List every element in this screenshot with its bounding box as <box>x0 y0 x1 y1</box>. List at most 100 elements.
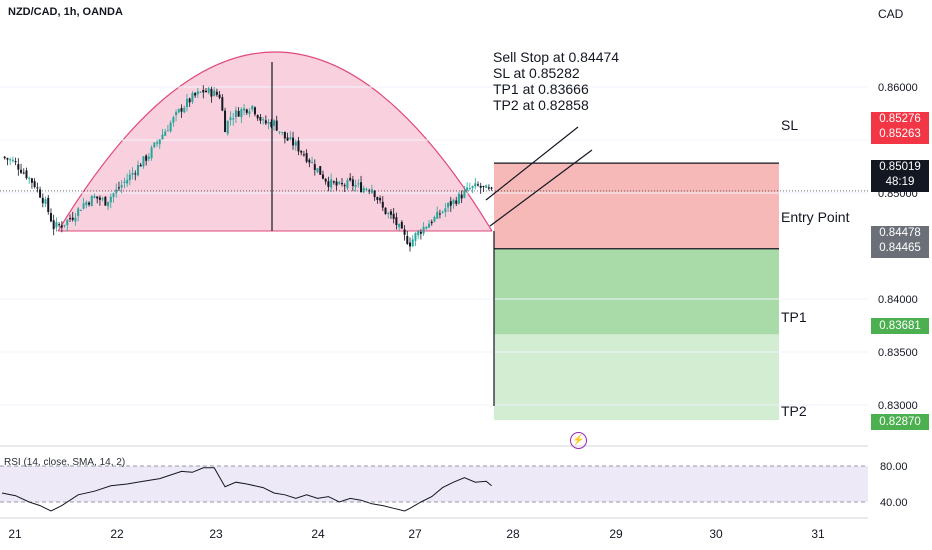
candle-body <box>60 225 63 228</box>
candle-body <box>156 142 159 144</box>
time-tick-label: 27 <box>408 527 422 541</box>
price-tick-label: 0.83500 <box>878 347 918 359</box>
candle-body <box>134 173 137 175</box>
candle-body <box>302 154 305 156</box>
candle-body <box>267 121 270 124</box>
sl-price-top: 0.85276 <box>879 113 921 125</box>
candle-body <box>409 242 411 247</box>
candle-body <box>379 198 382 201</box>
candle-body <box>218 94 221 98</box>
candle-body <box>324 178 327 182</box>
candle-body <box>381 201 384 208</box>
candle-body <box>14 161 17 163</box>
rounding-top-pattern <box>57 51 493 232</box>
candle-body <box>11 159 14 162</box>
candle-body <box>117 187 120 189</box>
candle-body <box>417 231 420 236</box>
candle-body <box>281 132 284 134</box>
candle-body <box>109 196 112 203</box>
candle-body <box>259 116 262 121</box>
candle-body <box>428 223 431 228</box>
tp1-label: TP1 <box>781 309 807 325</box>
tp2-label: TP2 <box>781 403 807 419</box>
entry-price-bottom: 0.84465 <box>879 242 921 254</box>
candle-body <box>485 185 488 188</box>
candle-body <box>104 196 107 206</box>
candle-body <box>3 156 6 159</box>
candle-body <box>289 137 292 140</box>
stop-loss-zone <box>494 163 779 249</box>
drawing-lines <box>271 62 779 406</box>
symbol-title[interactable]: NZD/CAD, 1h, OANDA <box>8 6 123 18</box>
time-tick-label: 22 <box>110 527 124 541</box>
candle-body <box>449 201 452 206</box>
candle-body <box>419 231 422 234</box>
candle-body <box>245 109 248 113</box>
candle-body <box>327 181 330 187</box>
candle-body <box>370 189 373 193</box>
candle-body <box>319 166 322 175</box>
candle-body <box>153 142 156 148</box>
candle-body <box>101 198 104 200</box>
candle-body <box>232 118 235 120</box>
candle-body <box>474 183 477 187</box>
sl-label: SL <box>781 117 799 133</box>
candle-body <box>466 187 469 191</box>
candle-body <box>395 217 398 225</box>
candle-body <box>433 216 436 222</box>
candle-body <box>39 189 42 198</box>
note-line-sell-stop: Sell Stop at 0.84474 <box>493 49 620 65</box>
candle-body <box>240 109 243 118</box>
rsi-level-label: 40.00 <box>880 497 908 509</box>
time-tick-label: 31 <box>811 527 825 541</box>
candle-body <box>139 164 142 167</box>
rsi-band <box>0 466 868 502</box>
candle-body <box>169 122 172 132</box>
channel-upper-line <box>485 126 579 201</box>
candle-body <box>338 182 341 184</box>
candle-body <box>17 164 20 170</box>
candle-body <box>490 187 493 189</box>
candle-body <box>425 226 428 229</box>
candle-body <box>93 196 96 198</box>
candle-body <box>96 196 99 199</box>
note-line-tp1: TP1 at 0.83666 <box>493 81 589 97</box>
candle-body <box>316 168 319 173</box>
candle-body <box>36 187 39 189</box>
candle-body <box>362 187 365 193</box>
candle-body <box>185 98 188 108</box>
candle-body <box>66 219 69 226</box>
candle-body <box>150 147 153 159</box>
candle-body <box>183 107 186 113</box>
candle-body <box>368 190 371 192</box>
candle-body <box>98 197 101 200</box>
candle-body <box>262 119 265 121</box>
candle-body <box>256 115 259 119</box>
candle-body <box>283 131 286 139</box>
candle-body <box>360 182 363 193</box>
candle-body <box>9 159 12 161</box>
candle-body <box>294 141 297 146</box>
candle-body <box>88 202 91 205</box>
candle-body <box>237 110 240 117</box>
entry-point-label: Entry Point <box>781 209 850 225</box>
entry-price-top: 0.84478 <box>879 227 921 239</box>
lightning-icon[interactable]: ⚡ <box>570 432 587 449</box>
candle-body <box>199 91 202 93</box>
tp1-zone <box>494 248 779 335</box>
candle-body <box>123 181 126 183</box>
candlesticks <box>3 85 493 252</box>
bar-countdown: 48:19 <box>885 176 915 188</box>
candle-body <box>79 209 82 211</box>
candle-body <box>253 107 256 115</box>
tp2-price-tag: 0.82870 <box>871 414 929 430</box>
candle-body <box>273 120 275 126</box>
candle-body <box>234 110 237 118</box>
candle-body <box>411 239 414 247</box>
candle-body <box>297 140 300 152</box>
candle-body <box>229 117 232 121</box>
candle-body <box>365 189 368 191</box>
candle-body <box>137 164 139 176</box>
candle-body <box>346 179 349 189</box>
